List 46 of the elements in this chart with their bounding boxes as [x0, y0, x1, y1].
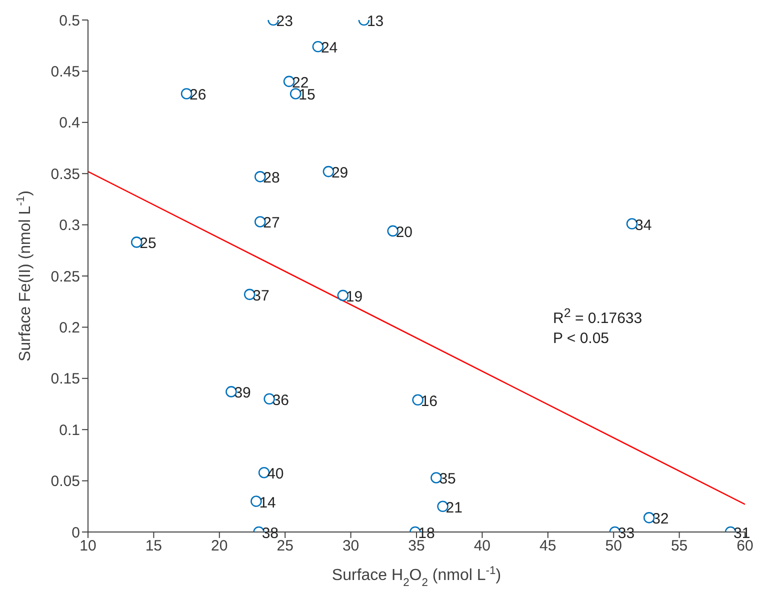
annotation: 36 — [272, 392, 290, 409]
y-tick-label: 0.2 — [59, 320, 80, 337]
x-tick-label: 55 — [670, 538, 688, 555]
annotation: P < 0.05 — [553, 330, 610, 347]
annotation: R$^{2}$ = 0.17633 — [553, 306, 642, 327]
annotation: 28 — [263, 170, 280, 187]
x-tick-label: 10 — [80, 538, 96, 555]
annotation: 29 — [331, 164, 348, 182]
annotation: 39 — [234, 384, 251, 402]
y-tick-label: 0.45 — [50, 64, 80, 81]
annotation: 34 — [634, 216, 652, 234]
x-tick-label: 35 — [408, 538, 425, 555]
annotation: 21 — [446, 499, 462, 516]
y-tick-label: 0.25 — [50, 268, 80, 286]
annotation: 14 — [259, 494, 276, 512]
y-tick-label: 0 — [72, 524, 80, 542]
annotation: 26 — [190, 86, 206, 104]
annotation: 16 — [420, 392, 438, 410]
y-tick-label: 0.05 — [50, 473, 80, 490]
x-tick-label: 30 — [342, 538, 360, 555]
x-tick-label: 60 — [736, 538, 754, 555]
annotation: 24 — [320, 40, 338, 57]
annotation: 40 — [267, 466, 284, 483]
annotation: 27 — [263, 214, 280, 232]
annotation: 35 — [439, 470, 456, 488]
x-tick-label: 15 — [145, 538, 162, 555]
y-tick-label: 0.4 — [59, 114, 80, 132]
x-tick-label: 50 — [605, 538, 622, 555]
x-tick-label: 40 — [474, 538, 491, 555]
x-tick-label: 25 — [276, 538, 294, 555]
x-axis-title: Surface H$_{2}$O$_{2}$ (nmol L$^{-1}$) — [332, 565, 502, 589]
annotation: 13 — [366, 13, 384, 30]
y-tick-label: 0.5 — [59, 12, 80, 30]
x-tick-label: 45 — [540, 538, 556, 555]
y-tick-label: 0.3 — [59, 217, 80, 234]
annotation: 23 — [276, 13, 293, 30]
annotation: 19 — [346, 288, 363, 306]
annotation: 32 — [652, 510, 669, 528]
annotation: 37 — [252, 287, 270, 304]
y-tick-label: 0.35 — [50, 166, 80, 183]
y-tick-label: 0.1 — [59, 422, 80, 439]
annotation: 25 — [140, 235, 156, 252]
y-tick-label: 0.15 — [50, 370, 80, 388]
annotation: 15 — [298, 86, 316, 104]
annotation: 20 — [396, 224, 413, 241]
x-tick-label: 20 — [211, 538, 228, 555]
